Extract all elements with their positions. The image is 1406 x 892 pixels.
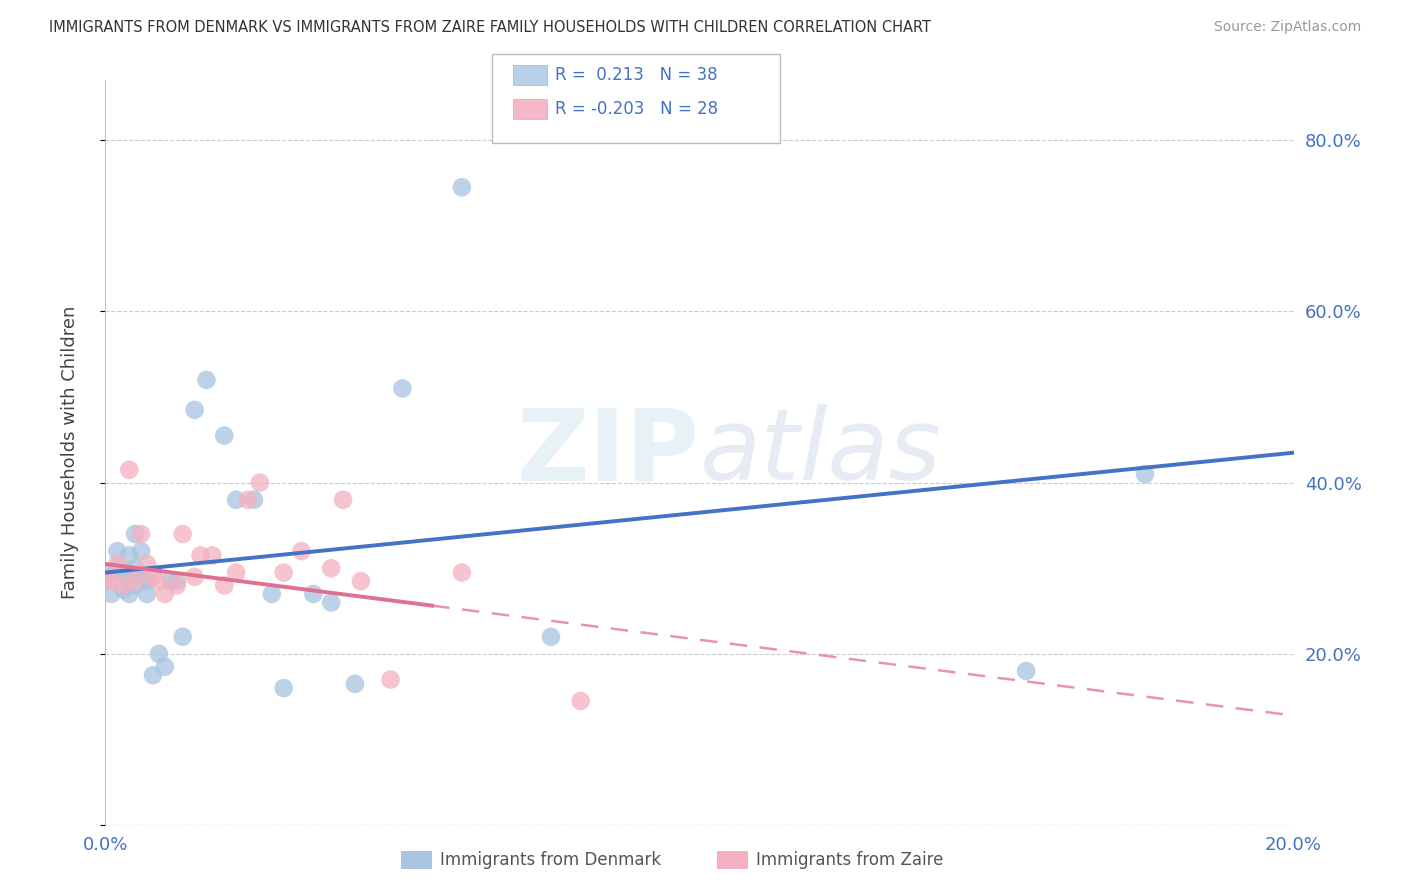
- Text: IMMIGRANTS FROM DENMARK VS IMMIGRANTS FROM ZAIRE FAMILY HOUSEHOLDS WITH CHILDREN: IMMIGRANTS FROM DENMARK VS IMMIGRANTS FR…: [49, 20, 931, 35]
- Point: [321, 595, 343, 609]
- Point: [1015, 664, 1038, 678]
- Point: [112, 578, 135, 592]
- Text: R =  0.213   N = 38: R = 0.213 N = 38: [555, 66, 718, 84]
- Point: [94, 570, 117, 584]
- Point: [129, 527, 152, 541]
- Point: [214, 578, 236, 592]
- Point: [343, 677, 366, 691]
- Point: [350, 574, 373, 588]
- Text: ZIP: ZIP: [516, 404, 700, 501]
- Point: [124, 578, 146, 592]
- Point: [391, 382, 413, 396]
- Point: [201, 549, 224, 563]
- Point: [94, 574, 117, 588]
- Point: [100, 566, 122, 580]
- Point: [105, 557, 128, 571]
- Point: [105, 561, 128, 575]
- Point: [569, 694, 592, 708]
- Point: [153, 659, 176, 673]
- Point: [450, 566, 472, 580]
- Point: [124, 561, 146, 575]
- Text: Immigrants from Zaire: Immigrants from Zaire: [756, 851, 943, 869]
- Point: [540, 630, 562, 644]
- Point: [136, 587, 159, 601]
- Point: [183, 570, 205, 584]
- Point: [1133, 467, 1156, 481]
- Point: [112, 566, 135, 580]
- Point: [118, 574, 141, 588]
- Point: [105, 544, 128, 558]
- Point: [260, 587, 283, 601]
- Point: [112, 582, 135, 597]
- Point: [225, 566, 247, 580]
- Y-axis label: Family Households with Children: Family Households with Children: [60, 306, 79, 599]
- Point: [450, 180, 472, 194]
- Text: atlas: atlas: [700, 404, 941, 501]
- Point: [159, 574, 181, 588]
- Point: [142, 668, 165, 682]
- Point: [172, 527, 194, 541]
- Point: [190, 549, 212, 563]
- Point: [153, 587, 176, 601]
- Point: [290, 544, 312, 558]
- Point: [129, 544, 152, 558]
- Point: [100, 587, 122, 601]
- Point: [332, 492, 354, 507]
- Text: R = -0.203   N = 28: R = -0.203 N = 28: [555, 100, 718, 118]
- Point: [273, 566, 295, 580]
- Point: [118, 549, 141, 563]
- Point: [100, 574, 122, 588]
- Point: [166, 574, 188, 588]
- Point: [225, 492, 247, 507]
- Point: [118, 587, 141, 601]
- Point: [249, 475, 271, 490]
- Point: [302, 587, 325, 601]
- Point: [124, 574, 146, 588]
- Point: [273, 681, 295, 695]
- Point: [214, 428, 236, 442]
- Point: [172, 630, 194, 644]
- Point: [183, 403, 205, 417]
- Point: [321, 561, 343, 575]
- Point: [136, 557, 159, 571]
- Point: [142, 570, 165, 584]
- Text: Immigrants from Denmark: Immigrants from Denmark: [440, 851, 661, 869]
- Point: [148, 647, 170, 661]
- Point: [148, 574, 170, 588]
- Point: [136, 574, 159, 588]
- Point: [236, 492, 259, 507]
- Point: [380, 673, 402, 687]
- Point: [166, 578, 188, 592]
- Point: [124, 527, 146, 541]
- Point: [243, 492, 266, 507]
- Point: [129, 570, 152, 584]
- Point: [118, 463, 141, 477]
- Text: Source: ZipAtlas.com: Source: ZipAtlas.com: [1213, 20, 1361, 34]
- Point: [195, 373, 218, 387]
